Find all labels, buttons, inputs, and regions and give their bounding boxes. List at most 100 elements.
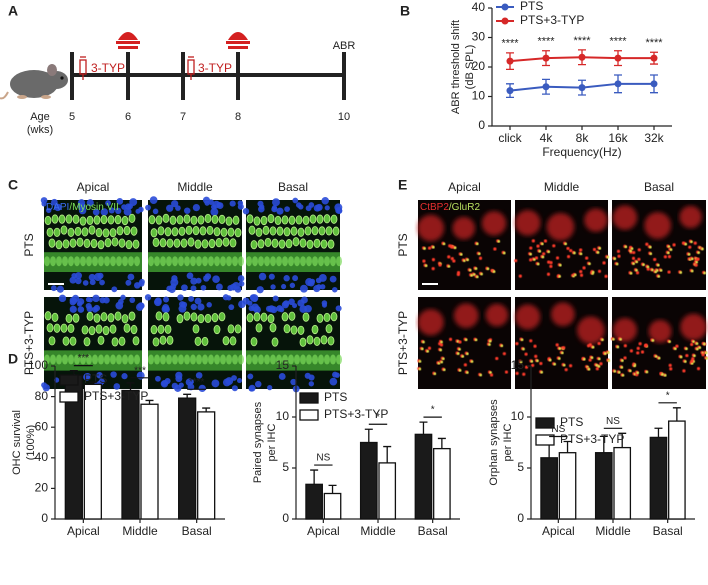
receptor bbox=[657, 356, 661, 360]
hair-cell bbox=[166, 335, 174, 345]
ihc bbox=[306, 354, 312, 365]
receptor bbox=[630, 247, 634, 250]
hair-cell bbox=[65, 313, 73, 324]
receptor bbox=[696, 347, 699, 351]
error-bar bbox=[599, 435, 608, 453]
ribbon bbox=[522, 372, 526, 376]
nucleus bbox=[276, 305, 283, 312]
ihc-nucleus bbox=[577, 316, 605, 345]
hair-cell bbox=[206, 225, 214, 236]
nucleus bbox=[92, 306, 99, 313]
hair-cell bbox=[295, 215, 303, 225]
error-bar bbox=[310, 469, 319, 485]
hair-cell bbox=[215, 238, 223, 248]
receptor bbox=[621, 374, 625, 377]
hair-cell bbox=[46, 227, 54, 237]
nucleus bbox=[113, 383, 121, 390]
nucleus bbox=[228, 304, 235, 311]
point bbox=[650, 80, 658, 88]
receptor bbox=[636, 371, 640, 375]
hair-cell bbox=[93, 313, 101, 323]
nucleus bbox=[138, 206, 144, 213]
receptor bbox=[667, 245, 671, 248]
point bbox=[614, 80, 622, 88]
point bbox=[650, 54, 658, 62]
ihc bbox=[98, 354, 104, 365]
ihc bbox=[128, 354, 134, 365]
y-axis-label: Paired synapses bbox=[252, 401, 264, 483]
receptor bbox=[679, 355, 683, 359]
hair-cell bbox=[306, 239, 314, 249]
column-label: Middle bbox=[177, 180, 213, 194]
y-tick-label: 10 bbox=[472, 89, 486, 103]
hair-cell bbox=[44, 311, 52, 321]
receptor bbox=[418, 367, 422, 371]
nucleus bbox=[281, 283, 287, 290]
receptor bbox=[541, 242, 544, 246]
ihc bbox=[294, 256, 300, 267]
age-label: (wks) bbox=[27, 124, 53, 136]
ihc bbox=[116, 256, 122, 267]
nucleus bbox=[329, 275, 337, 283]
column-label: Apical bbox=[77, 180, 110, 194]
nucleus bbox=[292, 197, 299, 204]
bar bbox=[121, 389, 140, 520]
hair-cell bbox=[255, 227, 263, 237]
ribbon bbox=[623, 356, 627, 360]
nucleus bbox=[318, 274, 327, 282]
legend-label: PTS bbox=[560, 415, 583, 429]
receptor bbox=[698, 346, 702, 349]
nucleus bbox=[76, 301, 83, 307]
row-label: PTS bbox=[22, 233, 36, 256]
stain-label: DAPI/Myosin VII bbox=[46, 202, 119, 213]
receptor bbox=[633, 364, 637, 368]
hair-cell bbox=[281, 312, 289, 322]
receptor bbox=[612, 337, 615, 341]
hair-cell bbox=[116, 226, 124, 236]
hair-cell bbox=[225, 216, 233, 226]
hair-cell bbox=[302, 215, 310, 225]
ihc bbox=[196, 256, 202, 267]
hair-cell bbox=[304, 226, 312, 236]
receptor bbox=[659, 269, 663, 272]
receptor bbox=[607, 351, 610, 354]
significance: NS bbox=[551, 424, 565, 435]
nucleus bbox=[332, 371, 338, 378]
hair-cell bbox=[283, 227, 291, 237]
bar bbox=[594, 452, 613, 520]
receptor bbox=[591, 270, 595, 274]
ribbon bbox=[518, 274, 522, 278]
receptor bbox=[661, 373, 664, 376]
receptor bbox=[703, 271, 706, 275]
ihc bbox=[336, 256, 342, 267]
receptor bbox=[668, 340, 671, 343]
nucleus bbox=[175, 205, 181, 211]
significance: **** bbox=[501, 38, 519, 50]
hair-cell bbox=[53, 323, 61, 333]
ribbon bbox=[534, 256, 539, 260]
ihc-nucleus bbox=[644, 212, 672, 239]
y-tick-label: 0 bbox=[517, 511, 524, 525]
hair-cell bbox=[123, 323, 131, 333]
nucleus bbox=[166, 204, 174, 212]
ihc bbox=[110, 256, 116, 267]
bar bbox=[140, 403, 159, 520]
receptor bbox=[558, 347, 562, 350]
significance: NS bbox=[606, 416, 620, 427]
receptor bbox=[547, 250, 551, 254]
hair-cell bbox=[201, 239, 209, 249]
hair-cell bbox=[297, 227, 305, 237]
stain-name: /GluR2 bbox=[449, 202, 481, 213]
ihc bbox=[166, 256, 172, 267]
ribbon bbox=[646, 267, 650, 271]
nucleus bbox=[304, 372, 311, 379]
hair-cell bbox=[325, 324, 333, 334]
hair-cell bbox=[281, 215, 289, 225]
nucleus bbox=[251, 303, 259, 312]
ihc bbox=[122, 354, 128, 365]
ihc-nucleus bbox=[612, 205, 638, 230]
nucleus bbox=[281, 301, 289, 309]
ribbon bbox=[693, 241, 697, 245]
ribbon bbox=[585, 256, 589, 260]
hair-cell bbox=[306, 335, 314, 345]
